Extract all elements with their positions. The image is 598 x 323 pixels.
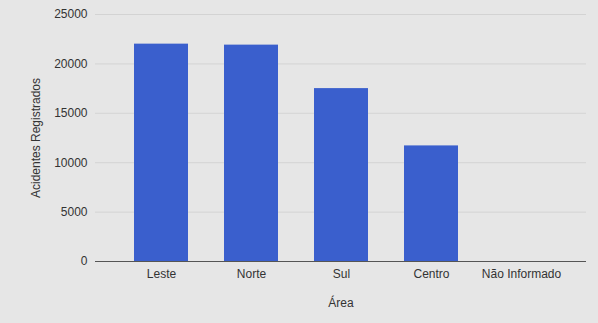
svg-text:Norte: Norte: [237, 267, 267, 281]
svg-text:Área: Área: [328, 295, 354, 310]
svg-text:25000: 25000: [54, 7, 88, 21]
svg-text:Centro: Centro: [413, 267, 449, 281]
svg-text:10000: 10000: [54, 156, 88, 170]
svg-text:Leste: Leste: [147, 267, 177, 281]
svg-text:5000: 5000: [61, 205, 88, 219]
svg-text:Sul: Sul: [333, 267, 350, 281]
svg-text:15000: 15000: [54, 106, 88, 120]
svg-text:Acidentes Registrados: Acidentes Registrados: [29, 78, 43, 198]
svg-text:20000: 20000: [54, 57, 88, 71]
svg-text:0: 0: [81, 254, 88, 268]
svg-text:Não Informado: Não Informado: [482, 267, 562, 281]
